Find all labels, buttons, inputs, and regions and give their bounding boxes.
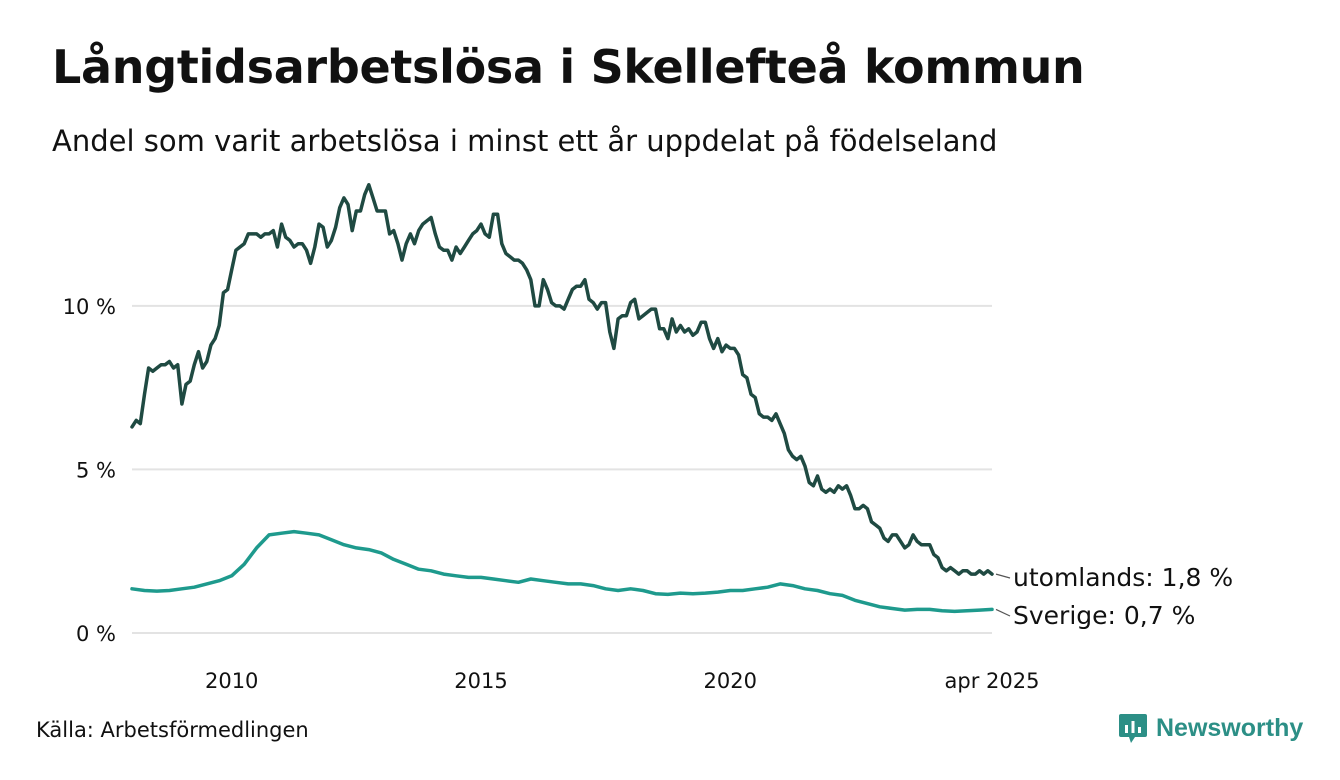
brand-logo: Newsworthy: [1118, 712, 1303, 744]
series-line-sverige: [130, 529, 994, 614]
x-tick-label: 2020: [704, 669, 757, 693]
end-label-connector-sverige: [995, 608, 1011, 617]
source-note: Källa: Arbetsförmedlingen: [36, 718, 309, 742]
x-tick-label: 2010: [205, 669, 258, 693]
series-end-label-utomlands: utomlands: 1,8 %: [1013, 563, 1233, 592]
series-end-label-sverige: Sverige: 0,7 %: [1013, 601, 1195, 630]
y-tick-label: 0 %: [76, 622, 116, 646]
end-label-connector-utomlands: [995, 573, 1011, 579]
y-tick-label: 5 %: [76, 458, 116, 482]
chart-subtitle: Andel som varit arbetslösa i minst ett å…: [52, 124, 998, 158]
x-tick-label: apr 2025: [945, 669, 1040, 693]
x-tick-label: 2015: [454, 669, 507, 693]
chart-title: Långtidsarbetslösa i Skellefteå kommun: [52, 40, 1085, 94]
series-line-utomlands: [130, 183, 994, 576]
newsworthy-icon: [1119, 714, 1147, 743]
brand-name: Newsworthy: [1156, 713, 1304, 742]
y-tick-label: 10 %: [63, 295, 116, 319]
